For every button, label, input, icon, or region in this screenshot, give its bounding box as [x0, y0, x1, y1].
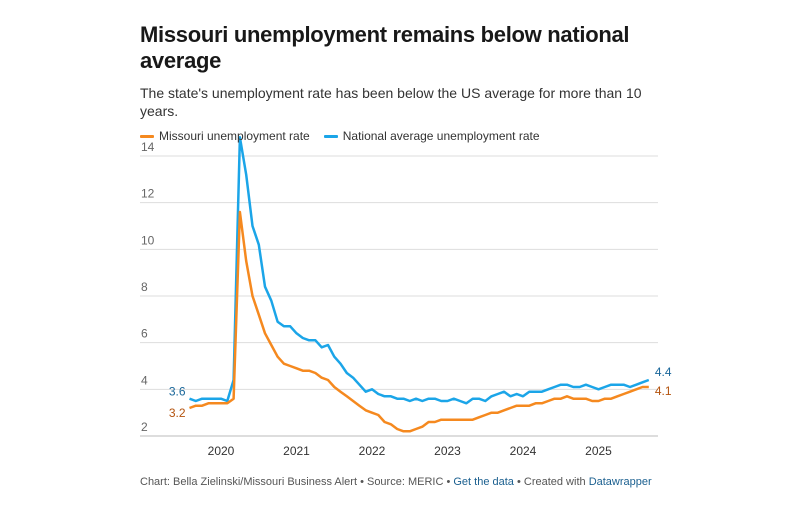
- y-tick-label: 12: [141, 187, 155, 201]
- end-value-label: 4.1: [655, 384, 672, 398]
- y-tick-label: 4: [141, 373, 148, 387]
- y-tick-label: 6: [141, 327, 148, 341]
- y-tick-label: 14: [141, 140, 155, 154]
- footer: Chart: Bella Zielinski/Missouri Business…: [140, 476, 652, 488]
- chart-title: Missouri unemployment remains below nati…: [140, 22, 630, 73]
- legend-item-missouri: Missouri unemployment rate: [140, 129, 310, 143]
- y-tick-label: 10: [141, 233, 155, 247]
- datawrapper-link[interactable]: Datawrapper: [588, 476, 652, 488]
- x-tick-label: 2023: [434, 444, 461, 458]
- chart-subtitle: The state's unemployment rate has been b…: [140, 85, 642, 119]
- series-line: [189, 136, 650, 405]
- get-the-data-link[interactable]: Get the data: [453, 476, 514, 488]
- x-tick-label: 2020: [208, 444, 235, 458]
- y-tick-label: 2: [141, 420, 148, 434]
- start-value-label: 3.2: [169, 406, 186, 420]
- y-tick-label: 8: [141, 280, 148, 294]
- x-tick-label: 2024: [510, 444, 537, 458]
- footer-sep: • Created with: [513, 476, 589, 488]
- start-value-label: 3.6: [169, 385, 186, 399]
- end-value-label: 4.4: [655, 365, 672, 379]
- series-line: [189, 210, 649, 433]
- x-tick-label: 2021: [283, 444, 310, 458]
- legend-item-national: National average unemployment rate: [323, 129, 540, 143]
- legend: Missouri unemployment rate National aver…: [140, 129, 680, 143]
- x-tick-label: 2025: [585, 444, 612, 458]
- footer-credit: Chart: Bella Zielinski/Missouri Business…: [140, 476, 454, 488]
- x-tick-label: 2022: [359, 444, 386, 458]
